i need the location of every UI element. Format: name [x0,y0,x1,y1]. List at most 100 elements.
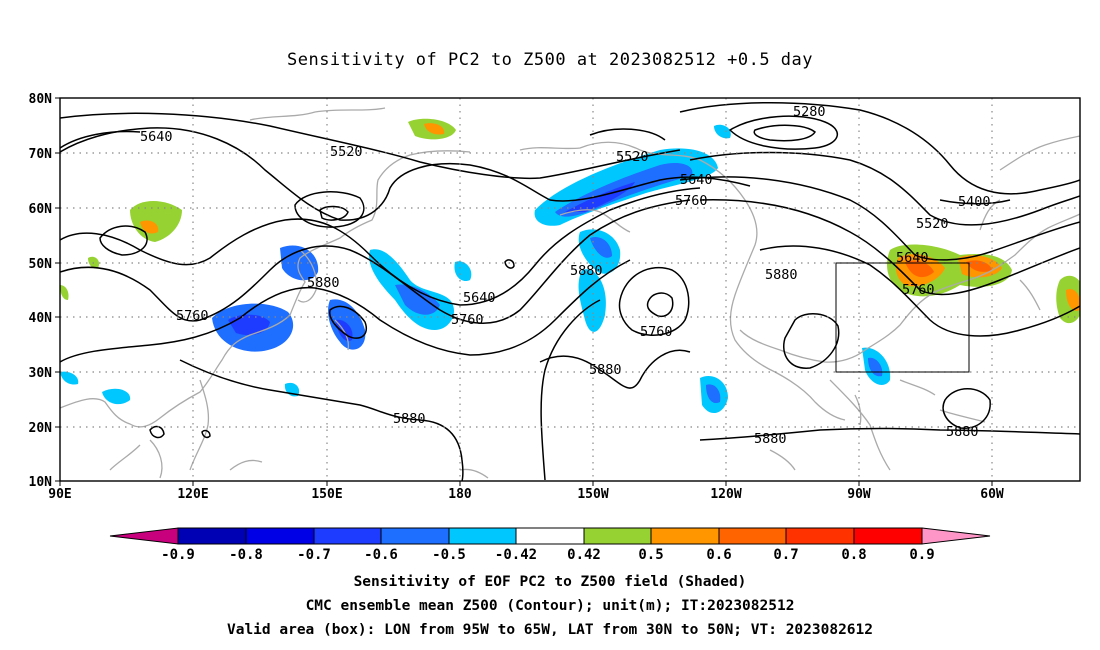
contour-label: 5880 [754,431,787,447]
contour-label: 5520 [330,144,363,160]
positive-sensitivity-area [905,260,934,278]
latitude-labels: 80N 70N 60N 50N 40N 30N 20N 10N [29,92,53,490]
colorbar-tick-label: 0.42 [567,547,601,563]
contour-5880-mid [539,349,691,389]
contour-label: 5880 [570,263,603,279]
z500-contours [60,102,1080,481]
colorbar-swatch [177,527,247,545]
positive-sensitivity-area [1066,289,1080,311]
colorbar-swatch [380,527,450,545]
colorbar-swatch [313,527,382,545]
contour-label: 5880 [307,275,340,291]
footer-line-3: Valid area (box): LON from 95W to 65W, L… [226,622,873,638]
negative-sensitivity-area [102,388,131,405]
contour-label: 5760 [176,308,209,324]
negative-sensitivity-area [590,236,612,258]
colorbar-swatch [448,527,517,545]
contour-5880-ring-east [783,313,840,369]
lat-label: 70N [29,147,53,162]
contour-label: 5880 [393,411,426,427]
positive-sensitivity-area [424,123,445,135]
contour-label: 5520 [916,216,949,232]
contour-label: 5880 [589,362,622,378]
contour-label: 5640 [896,250,929,266]
colorbar-tick-label: -0.9 [161,547,195,563]
map-frame [59,97,1081,482]
contour-5640-ring-alaska [589,128,666,141]
contour-5640-north [60,127,751,221]
contour-5880-ring-west [328,305,367,339]
contour-5520-east [689,151,1080,226]
negative-sensitivity-area [60,371,79,385]
colorbar-swatch [785,527,855,545]
colorbar-tick-label: -0.7 [297,547,331,563]
negative-sensitivity-area [578,269,606,332]
contour-small-ring-2 [149,425,165,439]
lat-label: 60N [29,202,53,217]
graticule [60,98,1080,481]
contour-5520-north [60,112,681,180]
colorbar-swatch [515,527,585,545]
contour-5400-far-east [939,199,1011,205]
lon-label: 90E [48,487,71,502]
lat-label: 40N [29,311,53,326]
positive-sensitivity-area [60,285,69,300]
contour-labels: 5640 5520 5280 5520 5640 5760 5400 5520 … [140,104,991,447]
colorbar-tick-label: 0.5 [638,547,663,563]
colorbar-tick-label: 0.9 [909,547,934,563]
colorbar-tick-label: 0.7 [773,547,798,563]
chart-title: Sensitivity of PC2 to Z500 at 2023082512… [286,50,813,70]
negative-sensitivity-area [280,245,319,281]
contour-label: 5640 [463,290,496,306]
lon-label: 180 [448,487,472,502]
valid-area-box [835,262,970,373]
contour-label: 5760 [451,312,484,328]
contour-5640-east [679,176,1080,261]
negative-sensitivity-area [395,284,440,315]
contour-5760-low-inner [646,292,674,318]
contour-5760-low [618,266,690,336]
contour-5280-ring [728,115,838,150]
contour-5880-central-east [699,427,1080,441]
colorbar-ticks: -0.9 -0.8 -0.7 -0.6 -0.5 -0.42 0.42 0.5 … [161,547,935,563]
lat-label: 10N [29,475,53,490]
lon-label: 120W [710,487,741,502]
lat-label: 80N [29,92,53,107]
footer-line-2: CMC ensemble mean Z500 (Contour); unit(m… [305,598,795,614]
contour-small-ring-3 [201,429,211,439]
colorbar-swatch [718,527,787,545]
contour-5880-east [759,245,1080,337]
lon-label: 150E [311,487,342,502]
contour-label: 5280 [793,104,826,120]
negative-sensitivity-area [565,182,635,212]
negative-sensitivity-area [706,384,721,404]
colorbar [109,527,991,545]
lat-label: 30N [29,366,53,381]
colorbar-tick-label: -0.6 [364,547,398,563]
lon-label: 150W [577,487,608,502]
contour-5880-ring-far-east [942,388,991,429]
contour-5880-central [540,299,601,481]
contour-label: 5640 [680,172,713,188]
contour-label: 5880 [765,267,798,283]
axis-ticks [55,97,993,486]
footer-line-1: Sensitivity of EOF PC2 to Z500 field (Sh… [353,574,747,590]
contour-label: 5760 [640,324,673,340]
colorbar-swatch [650,527,720,545]
contour-5760-west [60,199,691,324]
colorbar-tick-label: -0.5 [432,547,466,563]
colorbar-tick-label: 0.6 [706,547,731,563]
contour-5760-ring-west [99,225,148,256]
lon-label: 120E [177,487,208,502]
contour-ring-nw [294,191,365,228]
contour-5880-south [179,359,464,481]
longitude-labels: 90E 120E 150E 180 150W 120W 90W 60W [48,487,1004,502]
colorbar-low-arrow [109,527,179,545]
lat-label: 50N [29,257,53,272]
contour-label: 5760 [902,282,935,298]
positive-sensitivity-area [966,260,992,272]
sensitivity-shading [60,118,1080,414]
colorbar-swatch [245,527,315,545]
contour-label: 5400 [958,194,991,210]
contour-label: 5640 [140,129,173,145]
